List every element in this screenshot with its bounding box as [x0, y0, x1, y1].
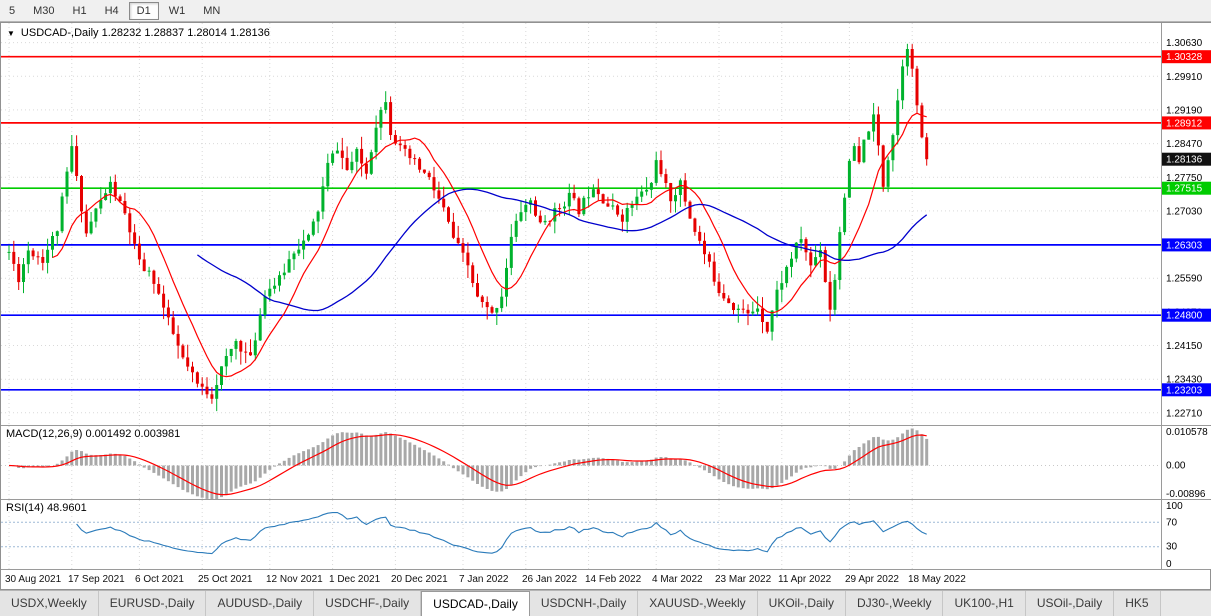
macd-pane[interactable]: MACD(12,26,9) 0.001492 0.003981 0.010578… — [1, 425, 1211, 499]
svg-text:1.28470: 1.28470 — [1166, 139, 1203, 150]
period-button-M30[interactable]: M30 — [33, 4, 55, 17]
svg-text:1.23430: 1.23430 — [1166, 375, 1203, 386]
svg-text:-0.00896: -0.00896 — [1166, 489, 1206, 499]
date-label: 20 Dec 2021 — [391, 574, 448, 585]
price-chart-svg[interactable]: 1.30630 1.29910 1.29190 1.28470 1.27750 1.270… — [1, 23, 1211, 425]
rsi-pane[interactable]: RSI(14) 48.9601 100 70 30 0 — [1, 499, 1211, 569]
tab-eurusd-daily[interactable]: EURUSD-,Daily — [98, 591, 207, 616]
svg-text:1.29910: 1.29910 — [1166, 72, 1203, 83]
date-label: 7 Jan 2022 — [459, 574, 509, 585]
tab-xauusd-weekly[interactable]: XAUUSD-,Weekly — [638, 591, 758, 616]
chart-window[interactable]: ▼ USDCAD-,Daily 1.28232 1.28837 1.28014 … — [0, 22, 1211, 590]
svg-text:1.24800: 1.24800 — [1166, 311, 1203, 322]
chart-title: USDCAD-,Daily 1.28232 1.28837 1.28014 1.… — [20, 27, 270, 39]
date-label: 1 Dec 2021 — [329, 574, 381, 585]
svg-text:1.30630: 1.30630 — [1166, 38, 1203, 49]
svg-text:1.23203: 1.23203 — [1166, 385, 1203, 396]
svg-text:1.24150: 1.24150 — [1166, 341, 1203, 352]
svg-text:1.26303: 1.26303 — [1166, 240, 1203, 251]
date-label: 14 Feb 2022 — [585, 574, 642, 585]
svg-text:1.25590: 1.25590 — [1166, 274, 1203, 285]
tab-uk100-h1[interactable]: UK100-,H1 — [943, 591, 1026, 616]
tab-usdx-weekly[interactable]: USDX,Weekly — [0, 591, 99, 616]
svg-text:1.22710: 1.22710 — [1166, 408, 1203, 419]
date-label: 4 Mar 2022 — [652, 574, 703, 585]
date-label: 26 Jan 2022 — [522, 574, 578, 585]
period-button-MN[interactable]: MN — [203, 4, 221, 17]
date-label: 29 Apr 2022 — [845, 574, 899, 585]
date-label: 17 Sep 2021 — [68, 574, 125, 585]
date-label: 30 Aug 2021 — [5, 574, 62, 585]
tab-hk5[interactable]: HK5 — [1114, 591, 1161, 616]
svg-text:70: 70 — [1166, 517, 1178, 528]
date-label: 6 Oct 2021 — [135, 574, 184, 585]
date-label: 18 May 2022 — [908, 574, 966, 585]
svg-text:1.29190: 1.29190 — [1166, 105, 1203, 116]
symbol-tabs: USDX,Weekly EURUSD-,Daily AUDUSD-,Daily USD… — [0, 590, 1211, 616]
macd-chart-svg[interactable]: 0.010578 0.00 -0.00896 — [1, 426, 1211, 499]
tab-ukoil-daily[interactable]: UKOil-,Daily — [757, 591, 847, 616]
price-pane[interactable]: ▼ USDCAD-,Daily 1.28232 1.28837 1.28014 … — [1, 23, 1211, 425]
tab-usdchf-daily[interactable]: USDCHF-,Daily — [314, 591, 422, 616]
svg-text:1.28912: 1.28912 — [1166, 118, 1203, 129]
svg-text:0.010578: 0.010578 — [1166, 427, 1208, 438]
svg-text:100: 100 — [1166, 501, 1183, 512]
tab-dj30-weekly[interactable]: DJ30-,Weekly — [846, 591, 944, 616]
tab-usdcad-daily[interactable]: USDCAD-,Daily — [421, 591, 530, 616]
svg-text:1.27030: 1.27030 — [1166, 206, 1203, 217]
period-button-H1[interactable]: H1 — [72, 4, 87, 17]
period-button-D1[interactable]: D1 — [128, 1, 159, 20]
rsi-chart-svg[interactable]: 100 70 30 0 — [1, 500, 1211, 569]
time-axis[interactable]: 30 Aug 2021 17 Sep 2021 6 Oct 2021 25 Oct 2… — [1, 569, 1210, 589]
chart-title-bar: ▼ USDCAD-,Daily 1.28232 1.28837 1.28014 … — [7, 27, 270, 39]
svg-text:1.27750: 1.27750 — [1166, 173, 1203, 184]
date-label: 23 Mar 2022 — [715, 574, 772, 585]
chart-dropdown-icon[interactable]: ▼ — [7, 28, 15, 38]
svg-text:1.27515: 1.27515 — [1166, 184, 1203, 195]
tab-usoil-daily[interactable]: USOil-,Daily — [1025, 591, 1115, 616]
period-button-5[interactable]: 5 — [9, 4, 16, 17]
tab-usdcnh-daily[interactable]: USDCNH-,Daily — [529, 591, 639, 616]
svg-text:30: 30 — [1166, 542, 1178, 553]
timeframe-toolbar: 5 M30 H1 H4 D1 W1 MN — [0, 0, 1211, 22]
period-button-W1[interactable]: W1 — [168, 4, 186, 17]
svg-text:1.28136: 1.28136 — [1166, 155, 1203, 166]
period-button-H4[interactable]: H4 — [104, 4, 119, 17]
date-label: 25 Oct 2021 — [198, 574, 253, 585]
svg-text:0.00: 0.00 — [1166, 461, 1186, 472]
date-label: 12 Nov 2021 — [266, 574, 323, 585]
macd-label: MACD(12,26,9) 0.001492 0.003981 — [6, 428, 181, 440]
date-label: 11 Apr 2022 — [778, 574, 832, 585]
svg-text:0: 0 — [1166, 559, 1172, 569]
tab-audusd-daily[interactable]: AUDUSD-,Daily — [206, 591, 315, 616]
svg-text:1.30328: 1.30328 — [1166, 52, 1203, 63]
rsi-label: RSI(14) 48.9601 — [6, 502, 87, 514]
